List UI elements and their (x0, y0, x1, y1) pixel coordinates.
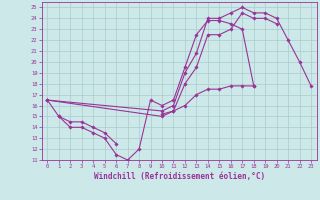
X-axis label: Windchill (Refroidissement éolien,°C): Windchill (Refroidissement éolien,°C) (94, 172, 265, 181)
